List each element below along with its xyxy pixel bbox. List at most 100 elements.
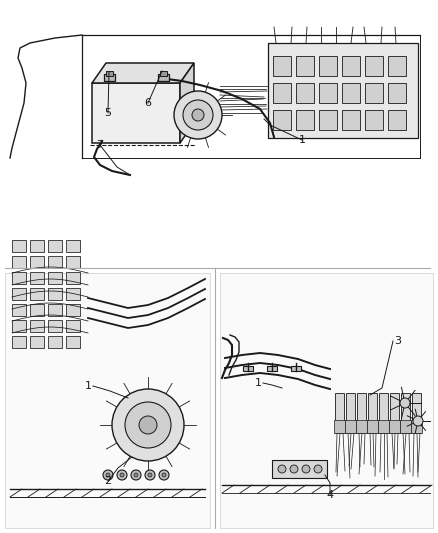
Bar [388, 83, 406, 103]
Text: 3: 3 [395, 336, 402, 346]
Bar [66, 320, 80, 332]
Bar [267, 366, 277, 371]
Circle shape [148, 473, 152, 477]
Circle shape [162, 473, 166, 477]
Bar [367, 420, 378, 433]
Bar [346, 393, 355, 433]
Circle shape [117, 470, 127, 480]
Circle shape [290, 465, 298, 473]
Bar [357, 393, 366, 433]
Bar [411, 420, 422, 433]
Bar [379, 393, 388, 433]
Bar [273, 110, 291, 130]
Bar [30, 320, 44, 332]
Polygon shape [180, 63, 194, 143]
Circle shape [112, 389, 184, 461]
Bar [92, 83, 180, 143]
Bar [401, 393, 410, 433]
Circle shape [134, 473, 138, 477]
Text: 5: 5 [105, 108, 112, 118]
Bar [296, 56, 314, 76]
Bar [66, 336, 80, 348]
Bar [389, 420, 400, 433]
Text: 1: 1 [254, 378, 261, 388]
Bar [220, 273, 433, 528]
Bar [66, 256, 80, 268]
Bar [296, 110, 314, 130]
Bar [345, 420, 356, 433]
Bar [390, 393, 399, 433]
Bar [296, 83, 314, 103]
Bar [12, 256, 26, 268]
Bar [334, 420, 345, 433]
Bar [319, 83, 337, 103]
Bar [160, 71, 167, 76]
Bar [378, 420, 389, 433]
Bar [66, 304, 80, 316]
Text: 6: 6 [145, 98, 152, 108]
Bar [104, 74, 115, 81]
Bar [30, 288, 44, 300]
Bar [272, 460, 327, 478]
Circle shape [103, 470, 113, 480]
Polygon shape [92, 63, 194, 83]
Bar [319, 110, 337, 130]
Circle shape [106, 473, 110, 477]
Circle shape [131, 470, 141, 480]
Bar [12, 272, 26, 284]
Text: 2: 2 [104, 476, 112, 486]
Circle shape [120, 473, 124, 477]
Circle shape [400, 398, 410, 408]
Bar [30, 336, 44, 348]
Bar [30, 240, 44, 252]
Bar [48, 336, 62, 348]
Text: 4: 4 [326, 490, 334, 500]
Bar [30, 256, 44, 268]
Circle shape [174, 91, 222, 139]
Circle shape [145, 470, 155, 480]
Circle shape [278, 465, 286, 473]
Bar [66, 288, 80, 300]
Bar [365, 56, 383, 76]
Bar [48, 272, 62, 284]
Bar [335, 393, 344, 433]
Bar [66, 240, 80, 252]
Bar [273, 56, 291, 76]
Text: 1: 1 [85, 381, 92, 391]
Bar [342, 110, 360, 130]
Bar [412, 393, 421, 433]
Circle shape [314, 465, 322, 473]
Bar [30, 272, 44, 284]
Bar [342, 56, 360, 76]
Bar [368, 393, 377, 433]
Bar [5, 273, 210, 528]
Bar [400, 420, 411, 433]
Bar [12, 288, 26, 300]
Bar [273, 83, 291, 103]
Bar [342, 83, 360, 103]
Bar [243, 366, 253, 371]
Text: 1: 1 [299, 135, 305, 145]
Bar [365, 110, 383, 130]
Circle shape [192, 109, 204, 121]
Bar [48, 288, 62, 300]
Bar [388, 110, 406, 130]
Circle shape [183, 100, 213, 130]
Bar [30, 304, 44, 316]
Circle shape [125, 402, 171, 448]
Bar [48, 304, 62, 316]
Circle shape [413, 416, 423, 426]
Bar [66, 272, 80, 284]
Bar [319, 56, 337, 76]
Circle shape [302, 465, 310, 473]
Bar [291, 366, 301, 371]
Bar [158, 74, 169, 81]
Bar [48, 320, 62, 332]
Circle shape [159, 470, 169, 480]
Bar [12, 304, 26, 316]
Circle shape [139, 416, 157, 434]
Text: 7: 7 [96, 140, 103, 150]
Bar [365, 83, 383, 103]
Bar [106, 71, 113, 76]
Bar [388, 56, 406, 76]
